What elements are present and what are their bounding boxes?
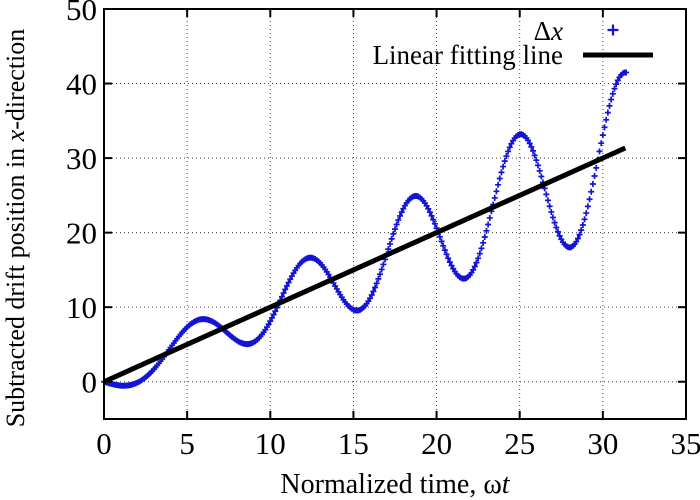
y-tick-label: 50 (66, 0, 97, 27)
legend-glyphs (583, 24, 653, 58)
label-part: Δ (534, 16, 551, 46)
label-part: -direction (1, 29, 30, 130)
y-tick-label: 10 (66, 290, 97, 325)
dx-series-markers (101, 69, 630, 389)
x-tick-label: 10 (255, 426, 286, 461)
x-tick-label: 25 (504, 426, 535, 461)
label-part: x (550, 16, 563, 46)
x-axis-label: Normalized time, ωt (280, 469, 510, 500)
y-tick-label: 40 (66, 67, 97, 102)
label-part: x (1, 129, 30, 142)
linear-fit-line (102, 145, 627, 385)
y-tick-label: 20 (66, 216, 97, 251)
x-tick-label: 15 (338, 426, 369, 461)
x-tick-label: 20 (421, 426, 452, 461)
legend-label-delta-x: Δx (534, 16, 563, 46)
label-part: Subtracted drift position in (1, 141, 30, 427)
label-part: Linear fitting line (373, 40, 563, 70)
x-tick-label: 35 (671, 426, 700, 461)
x-tick-label: 30 (587, 426, 618, 461)
plot-area: 0 5 10 15 20 25 30 35 0 10 20 30 40 50 (66, 0, 700, 461)
x-tick-label: 0 (96, 426, 112, 461)
y-axis-label: Subtracted drift position in x-direction (1, 29, 30, 428)
legend-marker-plus-icon (607, 24, 619, 36)
legend: Δx Linear fitting line (373, 16, 653, 70)
label-part: t (502, 469, 511, 500)
y-tick-label: 0 (82, 365, 98, 400)
y-tick-label: 30 (66, 141, 97, 176)
label-part: Normalized time, (280, 469, 483, 500)
label-part: ω (483, 469, 501, 500)
legend-label-linear-fit: Linear fitting line (373, 40, 563, 70)
x-tick-label: 5 (179, 426, 195, 461)
plot-border (103, 8, 687, 420)
